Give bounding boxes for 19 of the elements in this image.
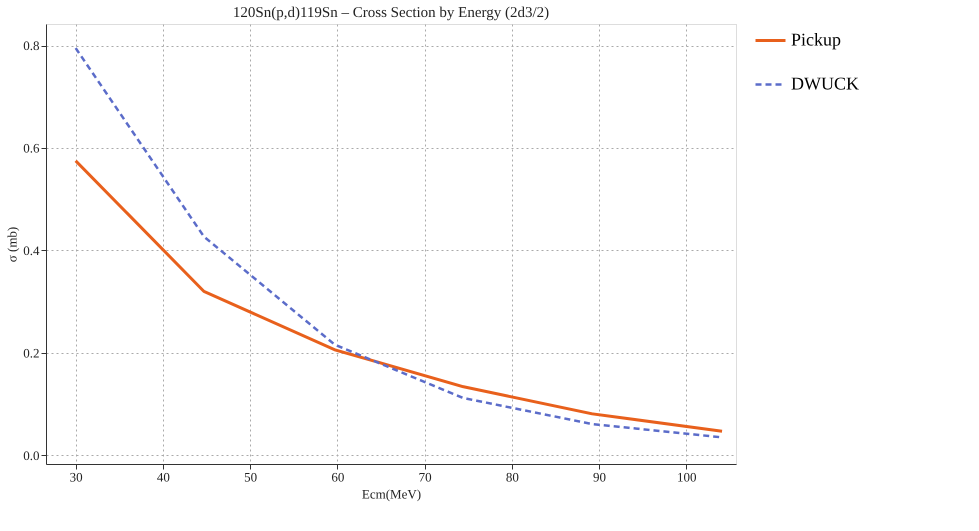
line-series (74, 159, 724, 433)
y-tick-label: 0.2 (23, 345, 40, 360)
x-tick-label: 30 (70, 470, 83, 484)
x-tick-label: 90 (593, 470, 606, 484)
x-tick-label: 50 (244, 470, 258, 484)
x-tick-label: 40 (156, 470, 170, 484)
chart-title: 120Sn(p,d)119Sn – Cross Section by Energy (2d3/2) (232, 5, 550, 21)
y-tick-label: 0.4 (23, 242, 40, 258)
y-tick-label: 0.0 (23, 448, 40, 463)
y-tick-label: 0.8 (23, 38, 40, 54)
x-tick-label: 100 (677, 470, 697, 484)
x-tick-label: 80 (506, 470, 519, 484)
x-tick-label: 60 (331, 470, 344, 484)
legend-label: Pickup (791, 30, 842, 50)
y-axis-title: σ (mb) (4, 226, 20, 262)
x-axis-title: Ecm(MeV) (362, 486, 422, 502)
y-tick-label: 0.6 (23, 140, 40, 156)
x-tick-label: 70 (418, 470, 432, 484)
legend-label: DWUCK (791, 74, 859, 94)
